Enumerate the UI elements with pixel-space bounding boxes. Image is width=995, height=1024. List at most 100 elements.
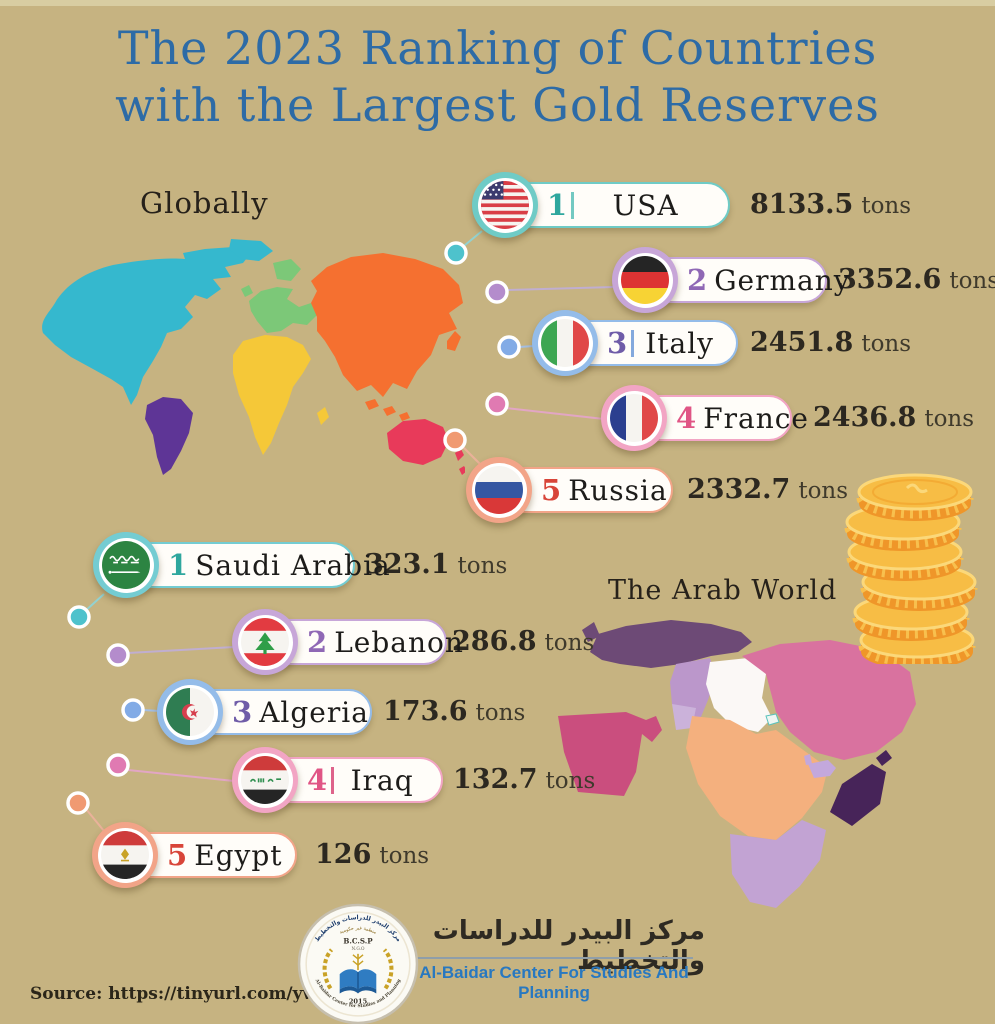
egypt-flag-icon <box>101 831 149 879</box>
value-unit: tons <box>861 331 912 357</box>
continent-north-america <box>42 247 251 405</box>
org-logo: مركز البيدر للدراسات والتخطيط منظمة غير … <box>297 903 419 1024</box>
logo-ngo-label: N.G.O <box>352 947 365 952</box>
germany-flag-icon <box>621 256 669 304</box>
country-uae <box>808 760 836 778</box>
value-number: 132.7 <box>453 764 538 795</box>
country-name: Russia <box>568 473 668 507</box>
rank-divider <box>631 329 635 357</box>
rank-number: 3 <box>232 694 253 729</box>
section-heading-arab-world: The Arab World <box>608 575 838 606</box>
country-kuwait <box>765 713 780 726</box>
reserve-value: 2332.7 tons <box>687 474 848 505</box>
world-map <box>42 239 465 475</box>
ranking-row-russia: 5 Russia 2332.7 tons <box>466 457 995 523</box>
value-unit: tons <box>949 268 995 294</box>
reserve-value: 132.7 tons <box>453 764 595 795</box>
connector-dots <box>66 241 521 815</box>
country-yemen <box>730 820 826 908</box>
country-name: USA <box>612 188 679 222</box>
flag-badge <box>92 822 158 888</box>
logo-year: 2015 <box>349 998 368 1006</box>
ranking-row-saudi-arabia: 1 Saudi Arabia 323.1 tons <box>93 532 653 598</box>
country-oman <box>830 750 892 826</box>
reserve-value: 2436.8 tons <box>813 402 974 433</box>
madagascar <box>317 407 329 425</box>
france-flag-icon <box>610 394 658 442</box>
reserve-value: 126 tons <box>315 839 429 870</box>
ranking-row-egypt: 5 Egypt 126 tons <box>92 822 652 888</box>
ranking-row-france: 4 France 2436.8 tons <box>601 385 995 451</box>
country-iraq <box>706 658 772 732</box>
value-number: 2332.7 <box>687 474 791 505</box>
ranking-row-iraq: 4 Iraq 132.7 tons <box>232 747 792 813</box>
greenland <box>229 239 273 261</box>
rank-number: 5 <box>167 837 188 872</box>
rank-number: 2 <box>307 624 328 659</box>
logo-acronym: B.C.S.P <box>343 937 373 946</box>
rank-pill: 1 Saudi Arabia <box>126 542 390 588</box>
iraq-flag-icon <box>241 756 289 804</box>
source-url: Source: https://tinyurl.com/ywuh6j45 <box>30 984 384 1004</box>
flag-badge <box>93 532 159 598</box>
value-number: 2451.8 <box>750 327 854 358</box>
laurel-wreath-icon <box>322 948 394 990</box>
italy-flag-icon <box>541 319 589 367</box>
section-heading-globally: Globally <box>140 186 269 220</box>
reserve-value: 323.1 tons <box>365 549 507 580</box>
value-unit: tons <box>545 768 596 794</box>
country-saudi-arabia <box>686 716 828 840</box>
rank-number: 1 <box>547 187 568 222</box>
value-unit: tons <box>475 700 526 726</box>
continent-australia <box>387 419 449 465</box>
russia-flag-icon <box>475 466 523 514</box>
rank-number: 1 <box>168 547 189 582</box>
flag-badge <box>157 679 223 745</box>
reserve-value: 2451.8 tons <box>750 327 911 358</box>
flag-badge <box>472 172 538 238</box>
country-name: Iraq <box>350 763 414 797</box>
country-name: Saudi Arabia <box>195 548 391 582</box>
coin <box>844 473 978 664</box>
top-edge-strip <box>0 0 995 6</box>
logo-subtitle-text: منظمة غير حكومية <box>339 926 377 936</box>
reserve-value: 286.8 tons <box>452 626 594 657</box>
rank-number: 2 <box>687 262 708 297</box>
continent-europe <box>249 287 317 333</box>
ranking-row-germany: 2 Germany 3352.6 tons <box>612 247 995 313</box>
country-name: Lebanon <box>334 625 464 659</box>
british-isles <box>241 285 253 297</box>
algeria-flag-icon <box>166 688 214 736</box>
arab-world-map <box>558 620 916 908</box>
flag-badge <box>612 247 678 313</box>
country-egypt <box>558 712 662 796</box>
country-turkey <box>582 620 752 668</box>
flag-badge <box>232 747 298 813</box>
value-number: 173.6 <box>383 696 468 727</box>
usa-flag-icon <box>481 181 529 229</box>
value-unit: tons <box>861 193 912 219</box>
japan <box>447 331 461 351</box>
rank-pill: 2 Lebanon <box>265 619 463 665</box>
reserve-value: 3352.6 tons <box>838 264 995 295</box>
rank-number: 5 <box>541 472 562 507</box>
footer-divider <box>415 957 693 959</box>
value-unit: tons <box>544 630 595 656</box>
country-qatar <box>804 754 812 765</box>
reserve-value: 8133.5 tons <box>750 189 911 220</box>
page-title: The 2023 Ranking of Countries with the L… <box>0 20 995 134</box>
flag-badge <box>466 457 532 523</box>
title-line-1: The 2023 Ranking of Countries <box>117 21 878 75</box>
ranking-row-italy: 3 Italy 2451.8 tons <box>532 310 995 376</box>
value-number: 126 <box>315 839 372 870</box>
scandinavia <box>273 259 301 281</box>
flag-badge <box>232 609 298 675</box>
title-line-2: with the Largest Gold Reserves <box>115 78 880 132</box>
new-zealand <box>455 449 465 475</box>
continent-africa <box>233 335 311 455</box>
value-unit: tons <box>798 478 849 504</box>
indonesia <box>365 399 410 421</box>
value-number: 286.8 <box>452 626 537 657</box>
value-number: 323.1 <box>365 549 450 580</box>
